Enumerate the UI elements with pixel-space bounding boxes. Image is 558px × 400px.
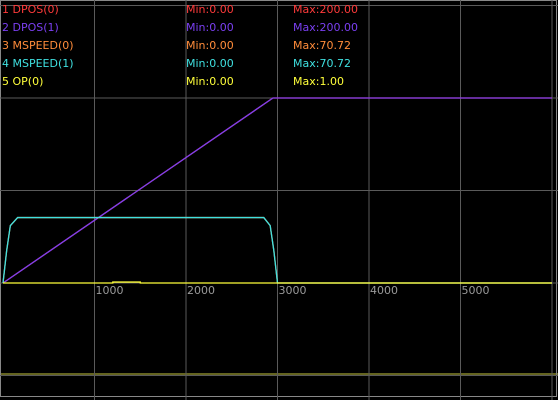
x-tick-label: 4000 <box>370 284 398 297</box>
legend-name: 1 DPOS(0) <box>2 3 59 16</box>
legend-name: 5 OP(0) <box>2 75 43 88</box>
x-tick-label: 5000 <box>462 284 490 297</box>
x-tick-label: 1000 <box>96 284 124 297</box>
legend-max: Max:1.00 <box>293 75 344 88</box>
x-tick-label: 3000 <box>279 284 307 297</box>
trace <box>2 216 552 284</box>
legend-min: Min:0.00 <box>186 21 234 34</box>
legend-max: Max:70.72 <box>293 39 351 52</box>
legend-name: 3 MSPEED(0) <box>2 39 74 52</box>
legend-name: 4 MSPEED(1) <box>2 57 74 70</box>
legend-max: Max:70.72 <box>293 57 351 70</box>
legend-min: Min:0.00 <box>186 3 234 16</box>
legend-min: Min:0.00 <box>186 75 234 88</box>
trace <box>2 97 552 284</box>
x-tick-label: 2000 <box>187 284 215 297</box>
legend-name: 2 DPOS(1) <box>2 21 59 34</box>
trace <box>3 281 552 284</box>
legend-max: Max:200.00 <box>293 21 358 34</box>
legend-min: Min:0.00 <box>186 39 234 52</box>
legend-max: Max:200.00 <box>293 3 358 16</box>
legend-min: Min:0.00 <box>186 57 234 70</box>
